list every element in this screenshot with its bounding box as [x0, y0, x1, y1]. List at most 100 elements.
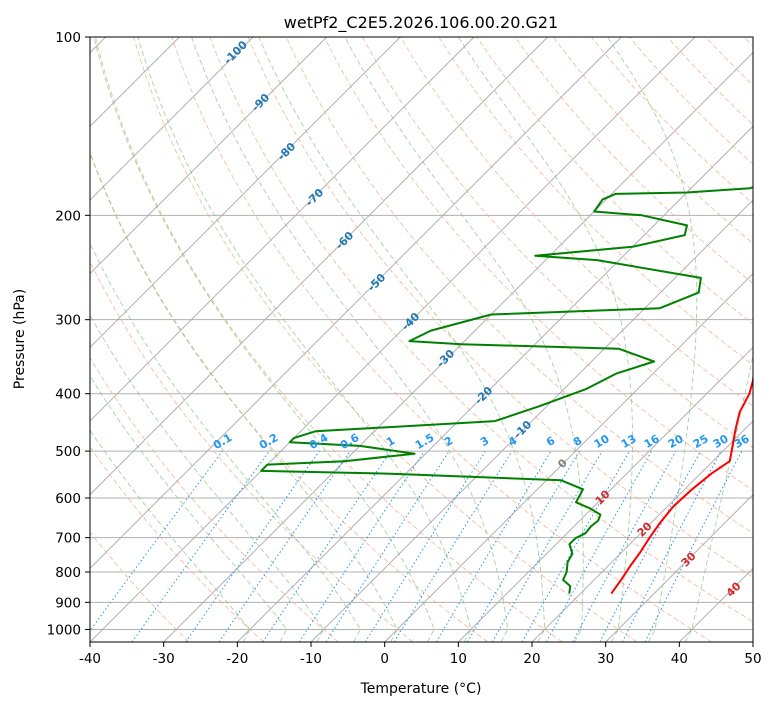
mixing-ratio-label: 1 — [384, 434, 397, 449]
y-tick-label: 100 — [55, 30, 81, 46]
x-tick-label: 10 — [450, 651, 467, 667]
mixing-ratio-label: 2 — [442, 434, 455, 449]
isotherm-line — [605, 494, 753, 642]
mixing-ratio-line — [90, 450, 223, 632]
moist-adiabat-line — [90, 375, 288, 642]
dry-adiabat-line — [400, 37, 753, 407]
mixing-ratio-label: 6 — [544, 434, 557, 449]
mixing-ratio-label: 30 — [711, 432, 731, 451]
dry-adiabat-line — [171, 37, 712, 642]
mixing-ratio-label: 10 — [592, 432, 612, 451]
dry-adiabat-line — [285, 37, 753, 534]
isotherm-line — [90, 37, 696, 642]
x-tick-label: 50 — [744, 651, 761, 667]
mixing-ratio-label: 0.1 — [211, 431, 234, 452]
mixing-ratio-line — [599, 450, 701, 642]
x-tick-label: -40 — [79, 651, 101, 667]
dry-adiabat-line — [705, 37, 753, 87]
moist-adiabat-line — [607, 37, 698, 642]
mixing-ratio-label: 1.5 — [413, 431, 436, 452]
x-tick-label: -10 — [300, 651, 322, 667]
isotherm-line — [163, 52, 753, 642]
mixing-ratio-line — [467, 450, 580, 642]
dry-adiabat-line — [247, 37, 753, 578]
mixing-ratio-line — [131, 450, 270, 642]
y-tick-label: 400 — [55, 387, 81, 403]
y-tick-label: 600 — [55, 491, 81, 507]
dewpoint-profile-line — [260, 186, 753, 594]
chart-title: wetPf2_C2E5.2026.106.00.20.G21 — [284, 13, 558, 33]
mixing-ratio-label: 0.2 — [257, 431, 280, 452]
mixing-ratio-line — [185, 450, 320, 642]
dry-adiabat-line — [90, 356, 339, 642]
dry-adiabat-label: 40 — [724, 579, 744, 599]
mixing-ratio-line — [491, 450, 603, 642]
isotherm-line — [90, 37, 475, 422]
mixing-ratio-line — [325, 450, 450, 642]
isotherm-line — [90, 37, 622, 569]
moist-adiabat-line — [90, 151, 398, 642]
isotherm-line — [458, 346, 753, 642]
mixing-ratio-line — [545, 450, 653, 642]
background-lines — [90, 37, 753, 642]
y-tick-label: 700 — [55, 531, 81, 547]
isotherm-line — [90, 37, 548, 496]
x-tick-label: 0 — [380, 651, 389, 667]
y-tick-label: 1000 — [47, 622, 81, 638]
profile-lines — [260, 186, 753, 595]
mixing-ratio-label: 0.6 — [338, 431, 362, 452]
mixing-ratio-line — [521, 450, 630, 642]
y-tick-label: 300 — [55, 313, 81, 329]
mixing-ratio-label: 16 — [642, 432, 662, 451]
mixing-ratio-line — [572, 450, 677, 642]
isotherm-line — [90, 37, 327, 275]
dry-adiabat-line — [476, 37, 753, 325]
dry-adiabat-line — [209, 37, 753, 623]
dry-adiabat-label: -50 — [365, 271, 388, 294]
dry-adiabat-line — [90, 531, 190, 642]
x-tick-label: -30 — [153, 651, 175, 667]
dry-adiabat-line — [95, 37, 563, 642]
moist-adiabat-line — [258, 37, 546, 642]
mixing-ratio-label: 0.4 — [307, 431, 331, 452]
y-tick-label: 800 — [55, 565, 81, 581]
dry-adiabat-line — [90, 260, 414, 642]
x-tick-label: 40 — [671, 651, 688, 667]
x-tick-label: -20 — [226, 651, 248, 667]
line-labels: -100-90-80-70-60-50-40-30-20-10010203040… — [211, 38, 752, 600]
x-tick-label: 20 — [523, 651, 540, 667]
moist-adiabat-line — [344, 37, 584, 642]
moist-adiabat-line — [90, 242, 361, 642]
x-axis-label: Temperature (°C) — [360, 681, 482, 697]
mixing-ratio-label: 13 — [619, 432, 639, 451]
isotherm-line — [752, 641, 753, 642]
dry-adiabat-line — [438, 37, 753, 366]
isotherm-line — [384, 273, 753, 642]
y-tick-label: 900 — [55, 595, 81, 611]
dry-adiabat-line — [667, 37, 753, 126]
dry-adiabat-line — [590, 37, 753, 205]
mixing-ratio-line — [393, 450, 513, 642]
mixing-ratio-line — [262, 450, 392, 642]
temperature-profile-line — [610, 370, 753, 595]
moist-adiabat-line — [458, 37, 633, 642]
x-tick-label: 30 — [597, 651, 614, 667]
dry-adiabat-line — [743, 37, 753, 48]
moist-adiabat-line — [684, 353, 753, 642]
isotherm-line — [531, 420, 753, 642]
isotherm-line — [679, 567, 753, 642]
mixing-ratio-line — [435, 450, 552, 642]
mixing-ratio-line — [218, 450, 351, 642]
y-tick-label: 500 — [55, 444, 81, 460]
dry-adiabat-line — [552, 37, 753, 245]
mixing-ratio-label: 8 — [571, 434, 584, 449]
dry-adiabat-line — [133, 37, 638, 642]
dry-adiabat-label: -80 — [275, 140, 298, 163]
dry-adiabat-line — [362, 37, 753, 449]
y-axis-label: Pressure (hPa) — [12, 289, 28, 389]
moist-adiabat-line — [137, 37, 472, 642]
moist-adiabat-line — [93, 37, 435, 642]
mixing-ratio-line — [621, 450, 722, 642]
plot-frame — [89, 36, 754, 643]
